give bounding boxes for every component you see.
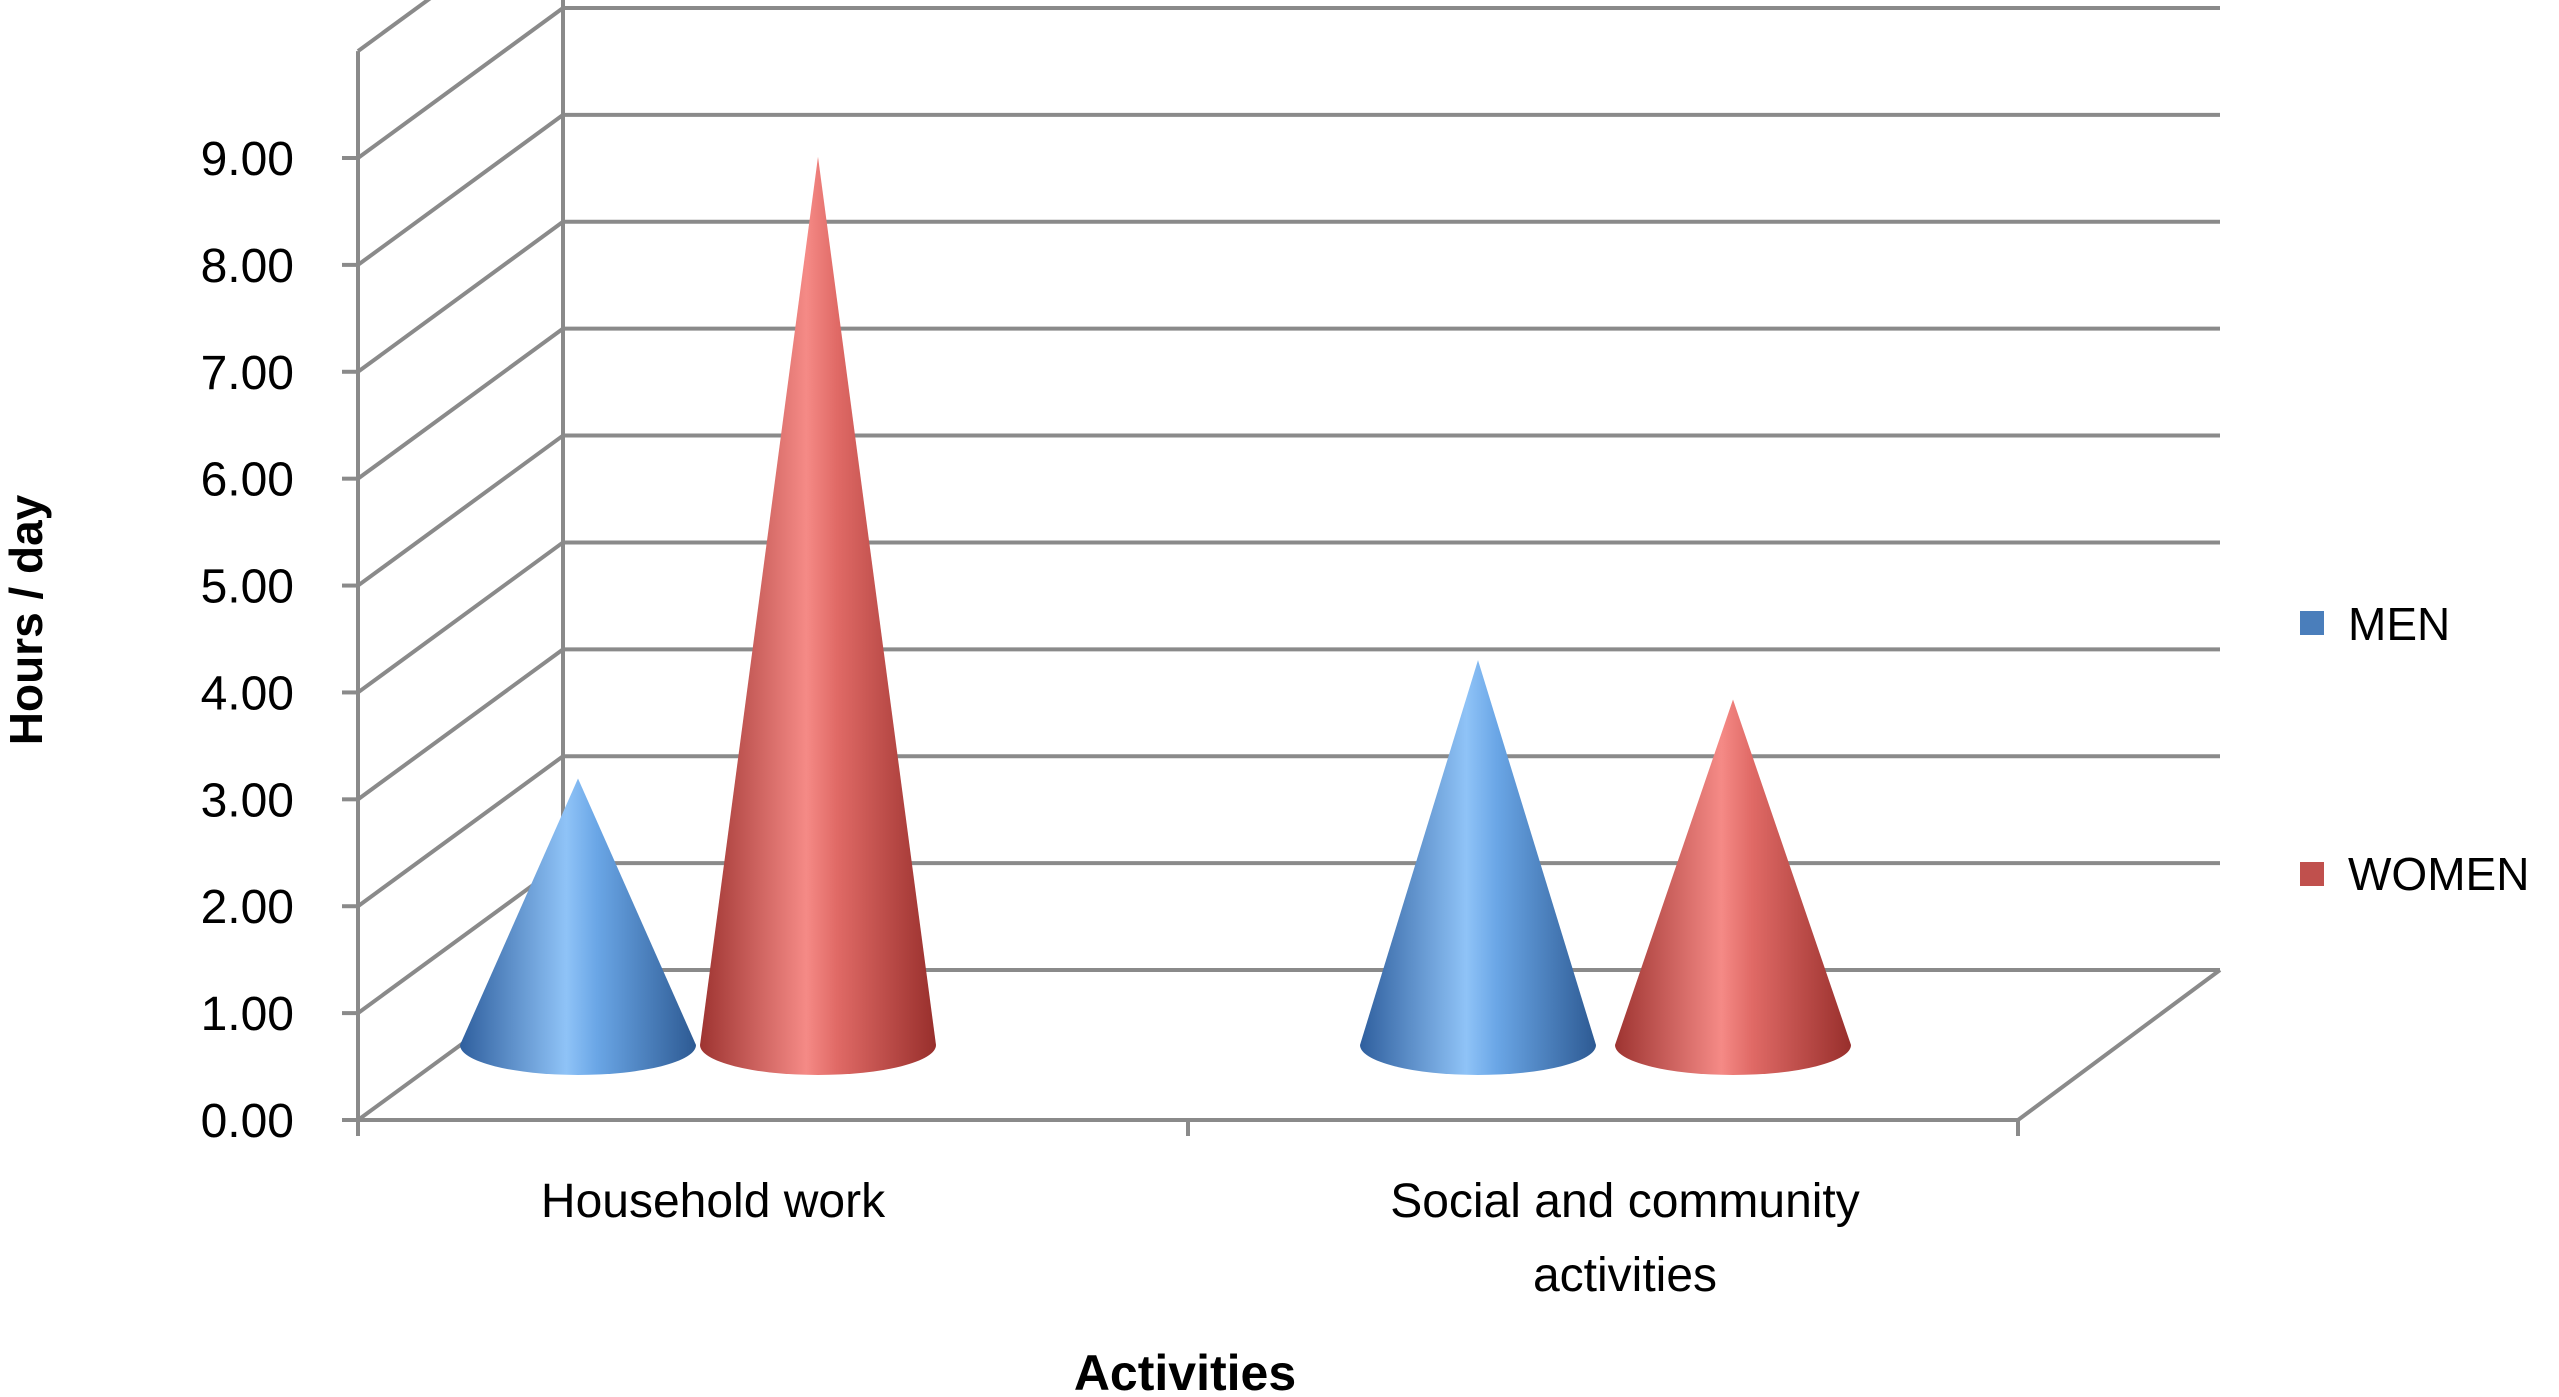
legend: MEN WOMEN — [2300, 598, 2529, 900]
gridline-side — [356, 861, 565, 1015]
cone-women-0 — [700, 156, 936, 1075]
y-axis-ticks: 0.00 1.00 2.00 3.00 4.00 5.00 6.00 7.00 8.00 9.00 — [201, 133, 358, 1148]
legend-swatch-women — [2300, 862, 2324, 886]
cone-men-1 — [1360, 660, 1596, 1075]
y-tick-label: 0.00 — [201, 1095, 294, 1148]
gridline-side — [356, 113, 565, 267]
x-axis-title: Activities — [1074, 1345, 1296, 1397]
x-category-label: Household work — [541, 1175, 886, 1228]
gridline-side — [356, 0, 432, 53]
floor-right-edge — [2016, 968, 2222, 1122]
legend-label-women: WOMEN — [2348, 848, 2529, 900]
y-tick-label: 4.00 — [201, 667, 294, 720]
x-category-label: activities — [1533, 1249, 1717, 1302]
y-tick-label: 9.00 — [201, 133, 294, 186]
gridline-side — [356, 327, 565, 481]
legend-swatch-men — [2300, 611, 2324, 635]
x-category-label: Social and community — [1390, 1175, 1860, 1228]
gridline-side — [356, 220, 565, 374]
y-axis-title: Hours / day — [0, 494, 52, 745]
y-tick-label: 3.00 — [201, 774, 294, 827]
cones — [460, 156, 1851, 1075]
legend-label-men: MEN — [2348, 598, 2450, 650]
y-tick-label: 5.00 — [201, 561, 294, 614]
y-tick-label: 1.00 — [201, 988, 294, 1041]
gridline-side — [356, 647, 565, 801]
gridline-side — [356, 540, 565, 695]
y-tick-label: 2.00 — [201, 881, 294, 934]
gridline-side — [356, 6, 565, 160]
y-tick-label: 8.00 — [201, 240, 294, 293]
gridline-side — [356, 433, 565, 588]
gridline-side — [356, 754, 565, 908]
cone-women-1 — [1615, 699, 1851, 1075]
cone-men-0 — [460, 778, 696, 1075]
y-tick-label: 6.00 — [201, 454, 294, 507]
y-tick-label: 7.00 — [201, 347, 294, 400]
x-axis-categories: Household work Social and community activi… — [541, 1175, 1860, 1302]
